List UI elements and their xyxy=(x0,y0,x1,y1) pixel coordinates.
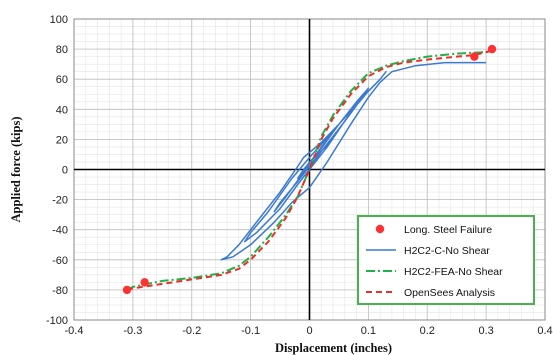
y-tick-label: 40 xyxy=(56,104,68,116)
x-axis-title: Displacement (inches) xyxy=(275,341,392,355)
x-tick-label: -0.4 xyxy=(65,325,84,337)
failure-marker xyxy=(470,52,479,61)
y-tick-label: -40 xyxy=(52,225,68,237)
legend-swatch-marker xyxy=(375,224,385,234)
x-tick-label: -0.3 xyxy=(123,325,142,337)
x-tick-label: -0.1 xyxy=(241,325,260,337)
legend-entries: Long. Steel Failure H2C2-C-No Shear H2C2-F… xyxy=(366,224,503,299)
x-tick-label: -0.2 xyxy=(182,325,201,337)
y-tick-label: 80 xyxy=(56,44,68,56)
legend: Long. Steel Failure H2C2-C-No Shear H2C2-F… xyxy=(357,215,535,305)
legend-label: OpenSees Analysis xyxy=(404,287,495,299)
y-axis-title: Applied force (kips) xyxy=(9,116,23,222)
y-tick-label: -100 xyxy=(46,315,68,327)
x-tick-labels: -0.4 -0.3 -0.2 -0.1 0 0.1 0.2 0.3 0.4 xyxy=(65,325,553,337)
y-tick-label: 100 xyxy=(50,14,68,26)
failure-marker xyxy=(487,44,497,54)
legend-label: H2C2-C-No Shear xyxy=(404,245,490,257)
y-tick-labels: -100 -80 -60 -40 -20 0 20 40 60 80 100 xyxy=(46,14,68,327)
x-tick-label: 0 xyxy=(306,325,312,337)
x-tick-label: 0.4 xyxy=(537,325,552,337)
y-tick-label: -20 xyxy=(52,195,68,207)
series-line-opensees-analysis xyxy=(126,49,493,291)
series-line-h2c2-fea-no-shear xyxy=(126,49,493,291)
series-layer xyxy=(122,44,497,295)
x-tick-label: 0.2 xyxy=(420,325,435,337)
legend-label: Long. Steel Failure xyxy=(404,224,492,236)
y-tick-label: 0 xyxy=(62,165,68,177)
legend-box xyxy=(357,215,535,305)
failure-marker xyxy=(140,278,149,287)
failure-marker xyxy=(122,285,132,295)
y-tick-label: -60 xyxy=(52,255,68,267)
legend-label: H2C2-FEA-No Shear xyxy=(404,266,503,278)
x-tick-label: 0.1 xyxy=(361,325,376,337)
series-line-h2c2-c-no-shear xyxy=(220,61,487,261)
x-tick-label: 0.3 xyxy=(478,325,493,337)
y-tick-label: 60 xyxy=(56,74,68,86)
y-tick-label: -80 xyxy=(52,285,68,297)
y-tick-label: 20 xyxy=(56,134,68,146)
